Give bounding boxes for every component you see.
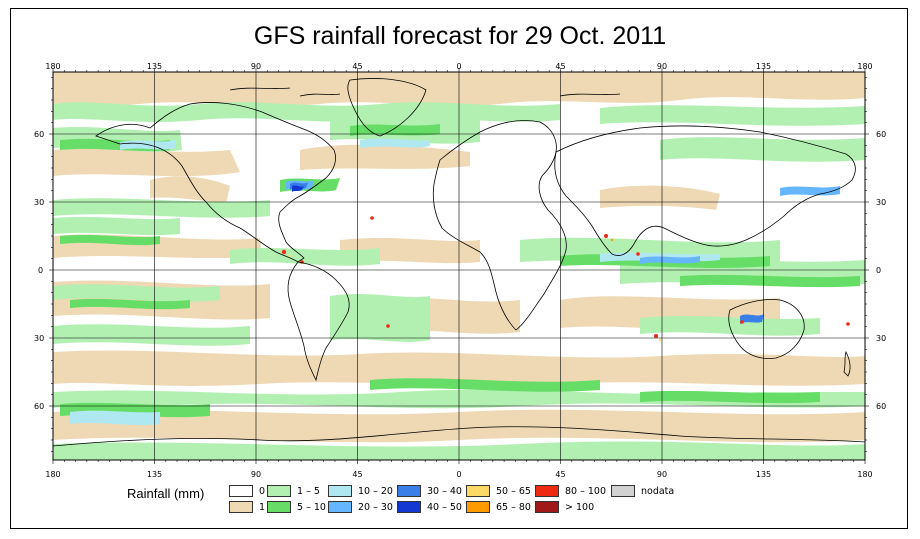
new-zealand	[843, 350, 851, 377]
legend-item: 10 – 20	[328, 484, 393, 498]
legend-label: 80 – 100	[565, 485, 607, 497]
legend-swatch	[397, 485, 421, 497]
legend-label: 5 – 10	[297, 501, 326, 513]
lon-label: 180	[45, 62, 60, 71]
legend-item: 30 – 40	[397, 484, 462, 498]
legend-item: 50 – 65	[466, 484, 531, 498]
lon-label: 45	[352, 470, 362, 479]
legend-item: 1	[229, 500, 265, 514]
lon-label: 90	[251, 470, 261, 479]
lon-label: 180	[857, 470, 872, 479]
arctic-islands	[229, 87, 621, 97]
legend-swatch	[535, 501, 559, 513]
legend-title: Rainfall (mm)	[127, 486, 205, 501]
legend-item: 40 – 50	[397, 500, 462, 514]
map-title: GFS rainfall forecast for 29 Oct. 2011	[253, 22, 667, 50]
legend-swatch	[611, 485, 635, 497]
legend-label: 50 – 65	[496, 485, 531, 497]
legend-item: 80 – 100	[535, 484, 606, 498]
lat-label: 60	[876, 130, 886, 139]
lon-label: 135	[147, 470, 162, 479]
lat-label: 30	[876, 334, 886, 343]
lat-labels-right: 60 30 0 30 60	[876, 130, 886, 411]
antarctica	[53, 426, 865, 447]
lon-label: 0	[456, 62, 461, 71]
legend-item: nodata	[611, 484, 674, 498]
legend-item: 20 – 30	[328, 500, 393, 514]
lat-label: 60	[34, 402, 44, 411]
lon-label: 90	[657, 62, 667, 71]
lon-label: 180	[857, 62, 872, 71]
lon-label: 0	[456, 470, 461, 479]
greenland	[347, 78, 427, 137]
lon-label: 90	[657, 470, 667, 479]
lon-label: 90	[251, 62, 261, 71]
rain-5-10mm-regions	[60, 124, 860, 418]
asia	[554, 125, 856, 256]
legend-label: nodata	[641, 485, 675, 497]
legend-label: 0	[259, 485, 266, 497]
legend-swatch	[229, 501, 253, 513]
legend-item: > 100	[535, 500, 594, 514]
lat-label: 30	[34, 198, 44, 207]
legend-item: 1 – 5	[267, 484, 320, 498]
europe-africa	[432, 120, 567, 331]
legend-label: 30 – 40	[427, 485, 462, 497]
legend-swatch	[328, 501, 352, 513]
lon-label: 135	[756, 62, 771, 71]
legend-swatch	[535, 485, 559, 497]
lon-label: 45	[555, 470, 565, 479]
lon-label: 45	[555, 62, 565, 71]
lon-label: 45	[352, 62, 362, 71]
legend-label: 40 – 50	[427, 501, 462, 513]
legend-item: 0	[229, 484, 265, 498]
lon-label: 135	[147, 62, 162, 71]
legend-item: 65 – 80	[466, 500, 531, 514]
lat-label: 30	[876, 198, 886, 207]
coastlines	[53, 78, 865, 447]
rain-heavy-hotspots	[281, 216, 850, 342]
lon-label: 180	[45, 470, 60, 479]
map-area	[53, 72, 865, 460]
legend-swatch	[466, 485, 490, 497]
lon-label: 135	[756, 470, 771, 479]
legend-label: > 100	[565, 501, 595, 513]
legend-label: 65 – 80	[496, 501, 531, 513]
lat-label: 0	[38, 266, 43, 275]
legend-swatch	[328, 485, 352, 497]
legend-label: 20 – 30	[358, 501, 393, 513]
lat-labels-left: 60 30 0 30 60	[34, 130, 44, 411]
minor-ticks	[49, 68, 869, 464]
legend-item: 5 – 10	[267, 500, 326, 514]
legend-swatch	[267, 501, 291, 513]
legend-label: 1	[259, 501, 266, 513]
lat-label: 60	[34, 130, 44, 139]
lat-label: 30	[34, 334, 44, 343]
lon-labels-top: 180 135 90 45 0 45 90 135 180	[45, 62, 872, 71]
graticule	[53, 72, 865, 460]
north-america	[95, 102, 336, 263]
lat-label: 60	[876, 402, 886, 411]
lon-labels-bottom: 180 135 90 45 0 45 90 135 180	[45, 470, 872, 479]
legend-swatch	[267, 485, 291, 497]
legend-swatch	[466, 501, 490, 513]
legend-label: 10 – 20	[358, 485, 393, 497]
australia	[728, 299, 805, 359]
rain-10-40mm-regions	[70, 138, 840, 426]
legend-label: 1 – 5	[297, 485, 320, 497]
legend-swatch	[229, 485, 253, 497]
legend-swatch	[397, 501, 421, 513]
lat-label: 0	[876, 266, 881, 275]
south-america	[287, 261, 350, 382]
